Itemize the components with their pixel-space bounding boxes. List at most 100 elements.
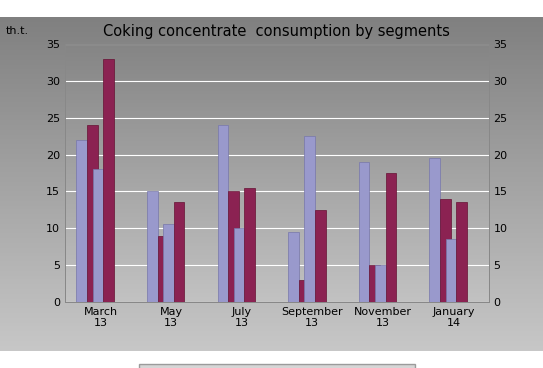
Bar [0, 182, 543, 184]
Bar [65, 136, 489, 137]
Bar [65, 176, 489, 177]
Bar [65, 248, 489, 249]
Bar [65, 102, 489, 103]
Bar [0, 177, 543, 179]
Bar [456, 202, 467, 302]
Bar [65, 89, 489, 91]
Bar [65, 185, 489, 186]
Bar [0, 204, 543, 206]
Bar [65, 56, 489, 57]
Bar [0, 206, 543, 208]
Bar [0, 70, 543, 72]
Bar [0, 171, 543, 172]
Bar [0, 340, 543, 341]
Bar [65, 289, 489, 290]
Bar [0, 341, 543, 343]
Bar [65, 51, 489, 52]
Bar [0, 315, 543, 316]
Bar [65, 247, 489, 248]
Bar [0, 266, 543, 268]
Bar [0, 154, 543, 156]
Bar [65, 230, 489, 231]
Bar [65, 297, 489, 298]
Bar [65, 141, 489, 142]
Bar [65, 209, 489, 210]
Bar [65, 47, 489, 48]
Bar [65, 48, 489, 49]
Bar [0, 142, 543, 144]
Bar [65, 291, 489, 293]
Bar [65, 124, 489, 125]
Bar [147, 191, 157, 302]
Bar [103, 59, 114, 302]
Bar [0, 24, 543, 25]
Bar [0, 134, 543, 135]
Bar [65, 147, 489, 149]
Bar [65, 132, 489, 133]
Bar [65, 54, 489, 56]
Bar [65, 150, 489, 151]
Bar [0, 229, 543, 231]
Bar [65, 273, 489, 275]
Bar [0, 52, 543, 53]
Bar [0, 114, 543, 116]
Bar [65, 195, 489, 196]
Bar [0, 231, 543, 233]
Bar [0, 109, 543, 110]
Bar [65, 214, 489, 216]
Bar [0, 208, 543, 209]
Bar [0, 308, 543, 309]
Bar [65, 154, 489, 155]
Bar [0, 331, 543, 333]
Bar [0, 159, 543, 160]
Bar [0, 135, 543, 137]
Bar [0, 50, 543, 52]
Bar [65, 53, 489, 54]
Bar [65, 262, 489, 263]
Bar [65, 62, 489, 64]
Bar [386, 173, 396, 302]
Bar [0, 303, 543, 304]
Bar [65, 203, 489, 204]
Bar [65, 241, 489, 243]
Bar [174, 202, 185, 302]
Bar [65, 258, 489, 259]
Bar [0, 278, 543, 279]
Bar [0, 344, 543, 346]
Bar [0, 120, 543, 122]
Bar [0, 323, 543, 325]
Bar [0, 309, 543, 311]
Bar [0, 174, 543, 176]
Bar [0, 214, 543, 216]
Bar [0, 64, 543, 65]
Bar [65, 221, 489, 222]
Bar [0, 196, 543, 197]
Bar [65, 57, 489, 59]
Bar [0, 338, 543, 340]
Bar [65, 44, 489, 46]
Bar [65, 284, 489, 285]
Bar [0, 132, 543, 134]
Bar [0, 104, 543, 105]
Bar [65, 110, 489, 111]
Bar [65, 201, 489, 203]
Bar [65, 78, 489, 79]
Bar [65, 139, 489, 141]
Bar [65, 283, 489, 284]
Bar [65, 84, 489, 85]
Bar [65, 232, 489, 234]
Bar [0, 191, 543, 192]
Bar [0, 97, 543, 99]
Bar [65, 231, 489, 232]
Bar [0, 43, 543, 45]
Bar [0, 22, 543, 24]
Bar [65, 218, 489, 219]
Bar [0, 256, 543, 258]
Bar [0, 201, 543, 202]
Bar [0, 122, 543, 124]
Bar [0, 18, 543, 20]
Bar [0, 329, 543, 331]
Bar [65, 111, 489, 113]
Bar [65, 205, 489, 206]
Bar [0, 226, 543, 227]
